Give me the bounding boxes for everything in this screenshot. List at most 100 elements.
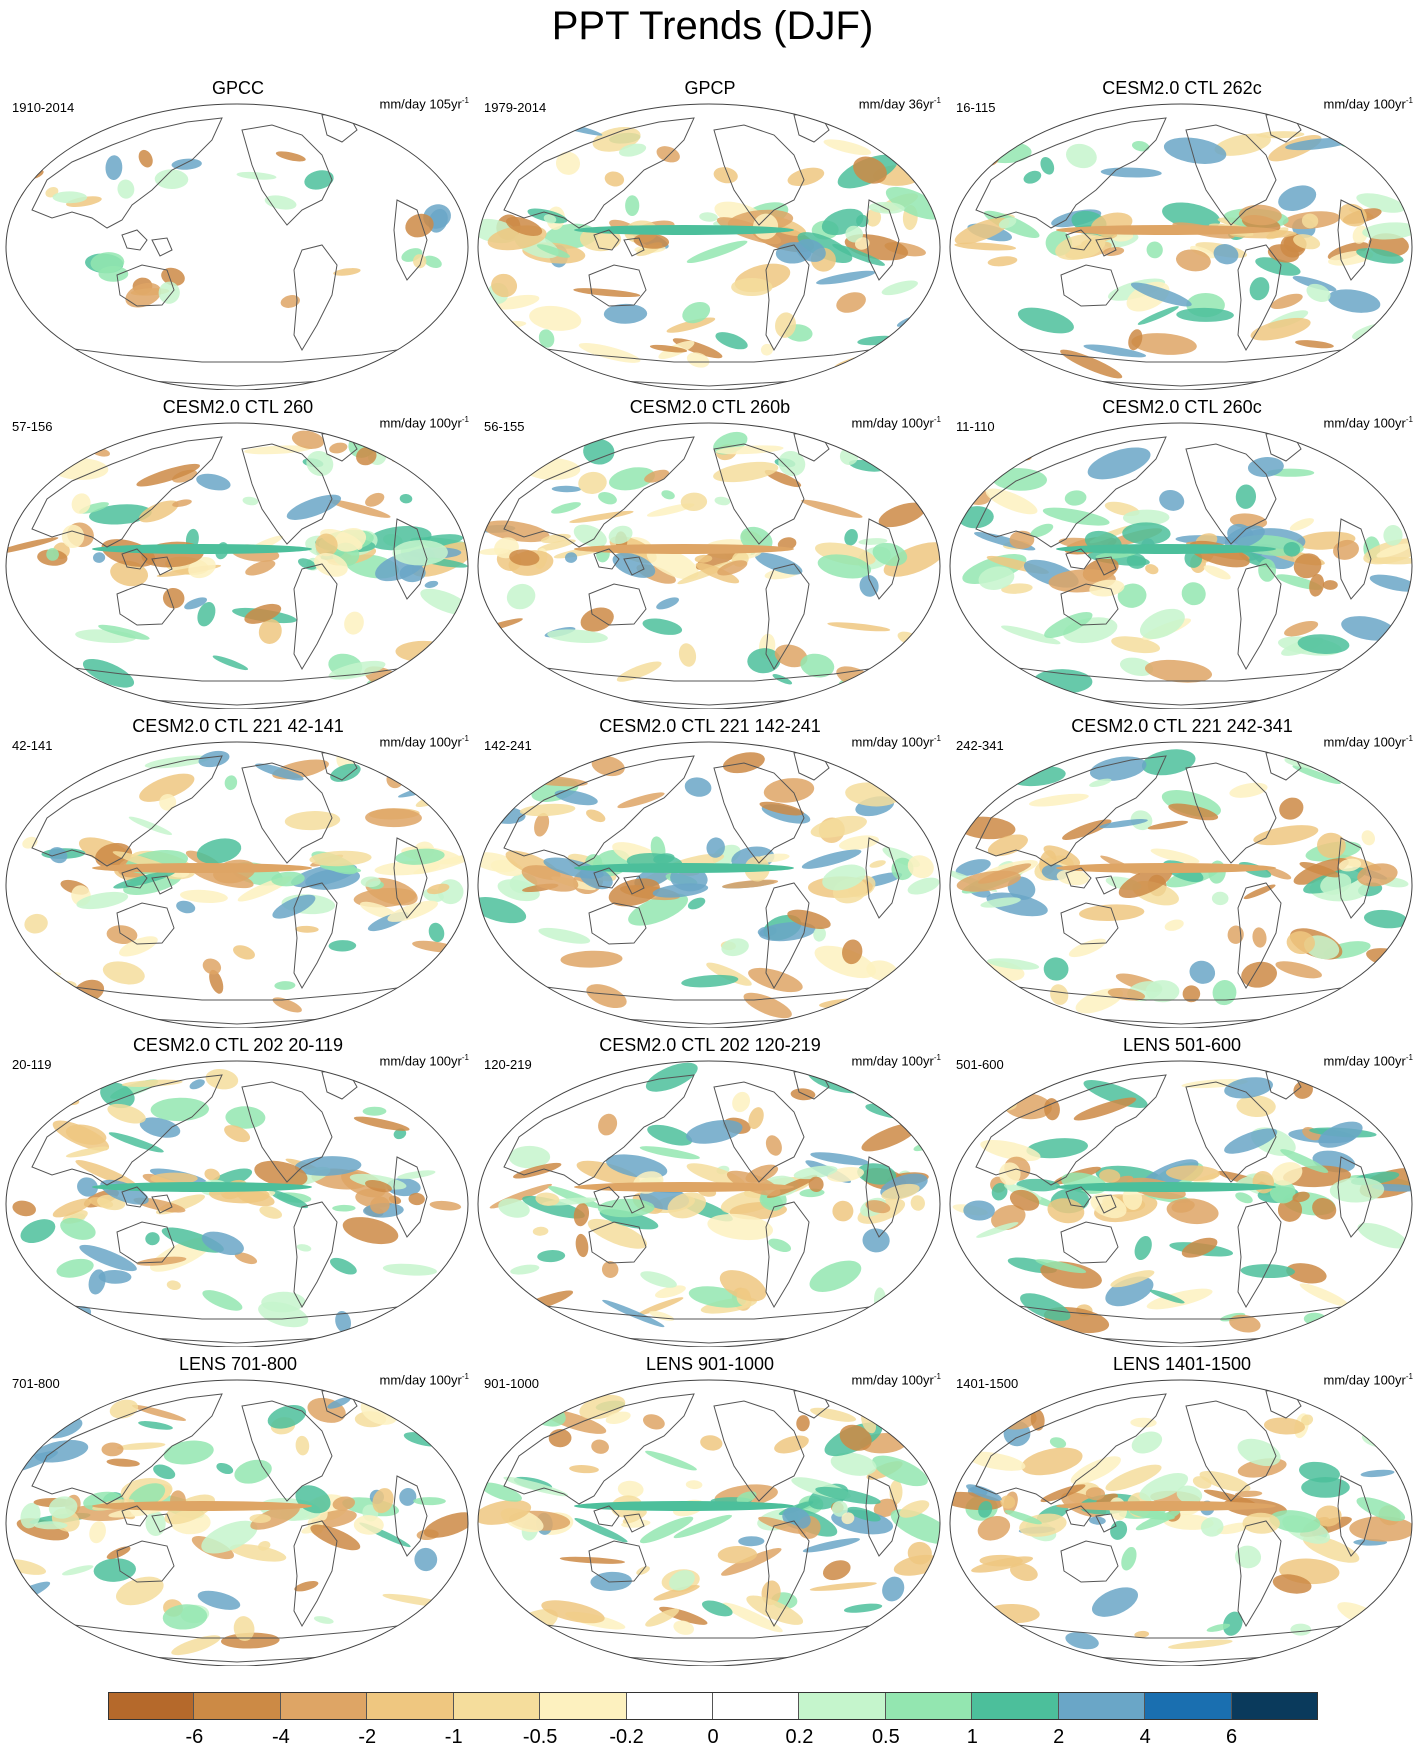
trend-patch bbox=[216, 1462, 234, 1475]
trend-patch bbox=[1249, 277, 1270, 301]
coastline bbox=[121, 548, 148, 570]
robinson-map bbox=[5, 1379, 469, 1666]
panel-units: mm/day 100yr-1 bbox=[380, 415, 470, 430]
trend-patch bbox=[403, 1432, 443, 1447]
coastline bbox=[1095, 1194, 1117, 1214]
coastline bbox=[1060, 1540, 1119, 1583]
trend-patch bbox=[1271, 1162, 1303, 1186]
panel-title: CESM2.0 CTL 221 142-241 bbox=[599, 716, 821, 736]
trend-patch bbox=[760, 343, 774, 356]
trend-patch bbox=[498, 1198, 530, 1218]
trend-patch bbox=[668, 1570, 695, 1591]
trend-patch bbox=[1361, 1432, 1391, 1448]
trend-patch bbox=[966, 1451, 1026, 1471]
trend-patch bbox=[625, 195, 640, 216]
trend-patch bbox=[138, 149, 153, 168]
trend-patch bbox=[809, 1582, 877, 1591]
coastline bbox=[975, 1074, 1167, 1186]
trend-patch bbox=[415, 780, 468, 808]
coastline bbox=[975, 755, 1167, 867]
map-field bbox=[478, 430, 940, 706]
coastline bbox=[31, 755, 223, 867]
trend-patch bbox=[673, 1514, 732, 1539]
trend-patch bbox=[125, 282, 162, 308]
units-text: mm/day 100yr bbox=[851, 415, 934, 431]
trend-patch bbox=[1255, 257, 1301, 276]
trend-patch bbox=[573, 524, 607, 548]
trend-patch bbox=[1357, 1222, 1408, 1249]
trend-patch bbox=[98, 1269, 132, 1284]
coastline bbox=[393, 1475, 428, 1557]
trend-patch bbox=[145, 1232, 160, 1246]
trend-patch bbox=[1001, 625, 1061, 645]
trend-patch bbox=[395, 640, 453, 663]
trend-patch bbox=[486, 483, 505, 497]
trend-patch bbox=[423, 1512, 468, 1538]
coastline bbox=[765, 882, 810, 990]
map-border bbox=[5, 1379, 469, 1666]
trend-patch bbox=[1065, 1632, 1099, 1650]
panel-period: 1401-1500 bbox=[956, 1376, 1019, 1391]
trend-patch bbox=[1056, 869, 1089, 886]
units-exponent: -1 bbox=[461, 1053, 469, 1062]
panel-title: CESM2.0 CTL 221 242-341 bbox=[1071, 716, 1293, 736]
coastline bbox=[1060, 264, 1119, 307]
coastline bbox=[503, 436, 695, 548]
trend-patch bbox=[1301, 1476, 1350, 1498]
trend-patch bbox=[537, 1250, 566, 1263]
trend-patch bbox=[810, 1152, 870, 1166]
trend-patch bbox=[110, 560, 149, 587]
trend-patch bbox=[1040, 1484, 1086, 1503]
trend-patch bbox=[842, 939, 863, 965]
coastline bbox=[588, 902, 647, 945]
trend-patch bbox=[20, 1219, 56, 1244]
trend-patch bbox=[765, 1135, 782, 1156]
trend-patch bbox=[907, 1541, 932, 1565]
equatorial-band bbox=[574, 863, 794, 873]
coastline bbox=[393, 837, 428, 919]
trend-patch bbox=[1224, 1128, 1278, 1154]
map-border bbox=[949, 103, 1413, 390]
trend-patch bbox=[480, 1482, 522, 1502]
trend-patch bbox=[649, 344, 688, 353]
trend-patch bbox=[159, 793, 177, 811]
trend-patch bbox=[258, 1541, 271, 1551]
map-panel: CESM2.0 CTL 221 142-241 142-241 mm/day 100… bbox=[474, 716, 946, 1028]
trend-patch bbox=[954, 242, 1017, 251]
trend-patch bbox=[392, 1081, 409, 1104]
trend-patch bbox=[569, 1465, 599, 1474]
equatorial-band bbox=[92, 1501, 312, 1511]
panel-period: 57-156 bbox=[12, 419, 53, 434]
trend-patch bbox=[46, 548, 59, 561]
units-text: mm/day 100yr bbox=[851, 1372, 934, 1388]
coastline bbox=[293, 1201, 338, 1309]
trend-patch bbox=[136, 1256, 187, 1266]
trend-patch bbox=[1317, 832, 1346, 859]
trend-patch bbox=[1043, 845, 1081, 867]
trend-patch bbox=[514, 758, 531, 780]
trend-patch bbox=[1212, 980, 1237, 1006]
trend-patch bbox=[150, 1097, 209, 1122]
map-field bbox=[478, 749, 940, 1025]
colorbar-label: 0 bbox=[707, 1726, 719, 1748]
trend-patch bbox=[412, 763, 468, 785]
equatorial-band bbox=[574, 544, 794, 554]
trend-patch bbox=[1028, 793, 1089, 807]
trend-patch bbox=[365, 808, 422, 828]
trend-patch bbox=[1119, 657, 1154, 677]
coastline bbox=[241, 762, 333, 864]
panel-period: 56-155 bbox=[484, 419, 525, 434]
trend-patch bbox=[775, 312, 796, 338]
trend-patch bbox=[685, 1480, 703, 1490]
trend-patch bbox=[579, 1394, 626, 1420]
map-panel: CESM2.0 CTL 202 120-219 120-219 mm/day 100… bbox=[474, 1035, 946, 1347]
colorbar-label: -0.5 bbox=[522, 1726, 558, 1748]
robinson-map bbox=[5, 741, 469, 1028]
coastline bbox=[121, 229, 148, 251]
trend-patch bbox=[1269, 1510, 1321, 1533]
trend-patch bbox=[1280, 1149, 1329, 1173]
trend-patch bbox=[1289, 518, 1315, 531]
trend-patch bbox=[490, 994, 529, 1008]
panel-title: GPCC bbox=[211, 78, 264, 98]
units-text: mm/day 100yr bbox=[379, 1053, 462, 1069]
